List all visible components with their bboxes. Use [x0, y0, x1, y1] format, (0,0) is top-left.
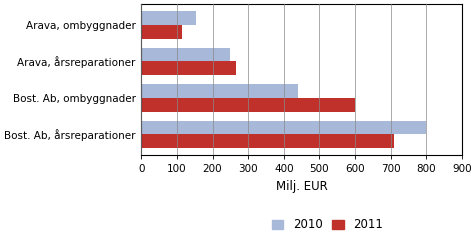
Bar — [141, 11, 197, 25]
Bar — [141, 135, 394, 148]
Bar — [141, 98, 355, 112]
Bar — [141, 48, 230, 61]
Bar — [141, 84, 298, 98]
Legend: 2010, 2011: 2010, 2011 — [271, 218, 383, 232]
Bar — [141, 61, 236, 75]
Bar — [141, 120, 426, 135]
X-axis label: Milj. EUR: Milj. EUR — [276, 180, 327, 193]
Bar — [141, 25, 182, 39]
